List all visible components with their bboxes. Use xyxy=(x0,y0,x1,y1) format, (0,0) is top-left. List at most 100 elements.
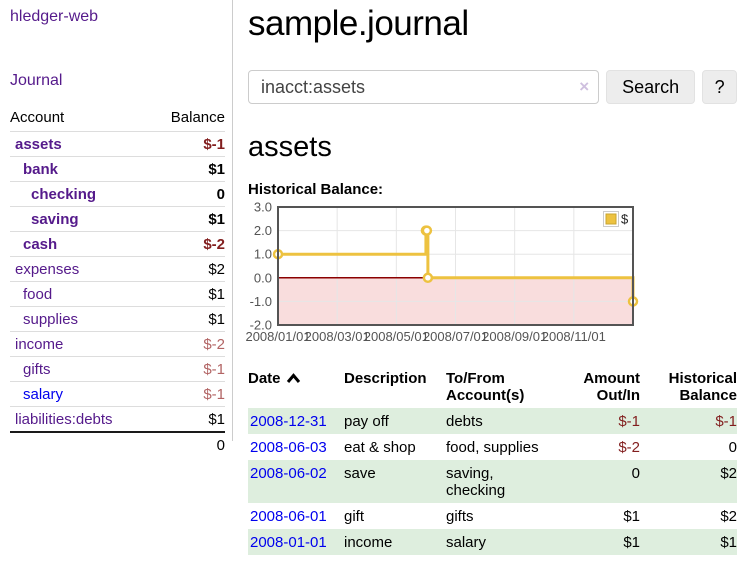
account-balance: $-2 xyxy=(150,231,225,257)
transaction-description: save xyxy=(344,460,446,503)
accounts-total: 0 xyxy=(150,431,225,457)
chart-y-axis: 3.0 2.0 1.0 0.0 -1.0 -2.0 xyxy=(250,200,272,333)
date-header-label: Date xyxy=(248,370,281,387)
sidebar: hledger-web Journal Account Balance asse… xyxy=(0,0,233,457)
x-tick-label: 2008/11/01 xyxy=(542,329,606,344)
column-header-date[interactable]: Date xyxy=(248,368,344,408)
search-input[interactable] xyxy=(248,70,600,104)
chart-x-axis: 2008/01/01 2008/03/01 2008/05/01 2008/07… xyxy=(245,329,605,344)
account-link-income[interactable]: income xyxy=(15,336,64,353)
account-balance: $-1 xyxy=(150,131,225,157)
account-link-checking[interactable]: checking xyxy=(31,186,97,203)
transaction-date-link[interactable]: 2008-06-02 xyxy=(250,465,327,482)
account-row: expenses $2 xyxy=(10,256,225,282)
chart-series-line xyxy=(272,225,639,307)
transaction-row: 2008-12-31 pay off debts $-1 $-1 xyxy=(248,408,737,434)
account-link-salary[interactable]: salary xyxy=(23,386,64,403)
search-form: × Search ? xyxy=(248,70,737,104)
y-tick-label: -2.0 xyxy=(250,318,272,333)
account-balance: $1 xyxy=(150,206,225,232)
accounts-col-balance: Balance xyxy=(170,109,225,126)
account-row: income $-2 xyxy=(10,331,225,357)
transaction-description: gift xyxy=(344,508,365,525)
x-tick-label: 2008/05/01 xyxy=(364,329,429,344)
account-link-saving[interactable]: saving xyxy=(31,211,79,228)
transaction-row: 2008-01-01 income salary $1 $1 xyxy=(248,529,737,555)
transaction-date-link[interactable]: 2008-01-01 xyxy=(250,534,327,551)
account-link-assets[interactable]: assets xyxy=(15,136,62,153)
chart-title: Historical Balance: xyxy=(248,181,384,198)
transaction-date-link[interactable]: 2008-06-03 xyxy=(250,439,327,456)
account-row: saving $1 xyxy=(10,206,225,232)
transaction-accounts: debts xyxy=(446,408,542,434)
transaction-balance: $2 xyxy=(640,460,737,503)
transaction-amount: $-2 xyxy=(618,439,640,456)
column-header-description: Description xyxy=(344,370,427,387)
account-link-expenses[interactable]: expenses xyxy=(15,261,80,278)
historical-balance-chart[interactable]: $ 3.0 2.0 1.0 0.0 -1.0 -2.0 2008/01/01 2… xyxy=(245,200,648,352)
account-link-cash[interactable]: cash xyxy=(23,236,58,253)
search-button[interactable]: Search xyxy=(606,70,696,104)
chart-plot-border xyxy=(277,206,634,326)
transaction-row: 2008-06-01 gift gifts $1 $2 xyxy=(248,503,737,529)
transaction-balance: $1 xyxy=(640,529,737,555)
transaction-accounts: saving, checking xyxy=(446,460,542,503)
account-row: bank $1 xyxy=(10,156,225,182)
account-heading: assets xyxy=(248,131,332,163)
transaction-amount: $-1 xyxy=(542,408,640,434)
brand-link[interactable]: hledger-web xyxy=(10,8,99,25)
x-tick-label: 2008/01/01 xyxy=(245,329,310,344)
register-table: Date Description To/From Account(s) Amou… xyxy=(248,368,737,555)
transaction-description: income xyxy=(344,529,446,555)
legend-label: $ xyxy=(621,212,629,227)
account-balance: $-2 xyxy=(150,331,225,357)
transaction-row: 2008-06-02 save saving, checking 0 $2 xyxy=(248,460,737,503)
account-link-liabilities-debts[interactable]: liabilities:debts xyxy=(15,411,113,428)
transaction-accounts: salary xyxy=(446,529,542,555)
transaction-balance: $2 xyxy=(720,508,737,525)
account-link-gifts[interactable]: gifts xyxy=(23,361,51,378)
register-header-row: Date Description To/From Account(s) Amou… xyxy=(248,368,737,408)
account-row: cash $-2 xyxy=(10,231,225,257)
sort-asc-icon xyxy=(286,373,300,383)
account-balance: $1 xyxy=(150,306,225,332)
clear-search-icon[interactable]: × xyxy=(579,77,590,96)
x-tick-label: 2008/09/01 xyxy=(482,329,547,344)
x-tick-label: 2008/03/01 xyxy=(305,329,370,344)
transaction-description: pay off xyxy=(344,408,446,434)
transaction-balance: 0 xyxy=(728,439,737,456)
help-button[interactable]: ? xyxy=(702,70,737,104)
transaction-amount: $1 xyxy=(542,529,640,555)
transaction-row: 2008-06-03 eat & shop food, supplies $-2… xyxy=(248,434,737,460)
transaction-accounts: gifts xyxy=(446,508,474,525)
accounts-header-row: Account Balance xyxy=(10,105,225,132)
y-tick-label: 1.0 xyxy=(254,247,272,262)
transaction-amount: $1 xyxy=(623,508,640,525)
main-content: sample.journal × Search ? assets Histori… xyxy=(245,0,737,555)
account-row: salary $-1 xyxy=(10,381,225,407)
account-link-bank[interactable]: bank xyxy=(23,161,59,178)
accounts-col-account: Account xyxy=(10,109,65,126)
sidebar-item-journal[interactable]: Journal xyxy=(10,72,63,89)
account-row: checking 0 xyxy=(10,181,225,207)
transaction-accounts: food, supplies xyxy=(446,439,539,456)
account-balance: $1 xyxy=(150,156,225,182)
account-row: gifts $-1 xyxy=(10,356,225,382)
chart-container: $ 3.0 2.0 1.0 0.0 -1.0 -2.0 2008/01/01 2… xyxy=(245,200,648,352)
transaction-amount: 0 xyxy=(542,460,640,503)
transaction-date-link[interactable]: 2008-12-31 xyxy=(250,413,327,430)
y-tick-label: -1.0 xyxy=(250,294,272,309)
chart-legend: $ xyxy=(603,211,629,227)
account-balance: $1 xyxy=(150,406,225,432)
y-tick-label: 2.0 xyxy=(254,223,272,238)
y-tick-label: 0.0 xyxy=(254,270,272,285)
column-header-tofrom-accounts: To/From Account(s) xyxy=(446,370,525,404)
transaction-date-link[interactable]: 2008-06-01 xyxy=(250,508,327,525)
legend-swatch xyxy=(605,213,617,225)
account-link-food[interactable]: food xyxy=(23,286,53,303)
column-header-amount-out-in: Amount Out/In xyxy=(583,370,640,404)
account-link-supplies[interactable]: supplies xyxy=(23,311,79,328)
account-row: supplies $1 xyxy=(10,306,225,332)
account-row: liabilities:debts $1 xyxy=(10,406,225,432)
account-balance: $-1 xyxy=(150,381,225,407)
